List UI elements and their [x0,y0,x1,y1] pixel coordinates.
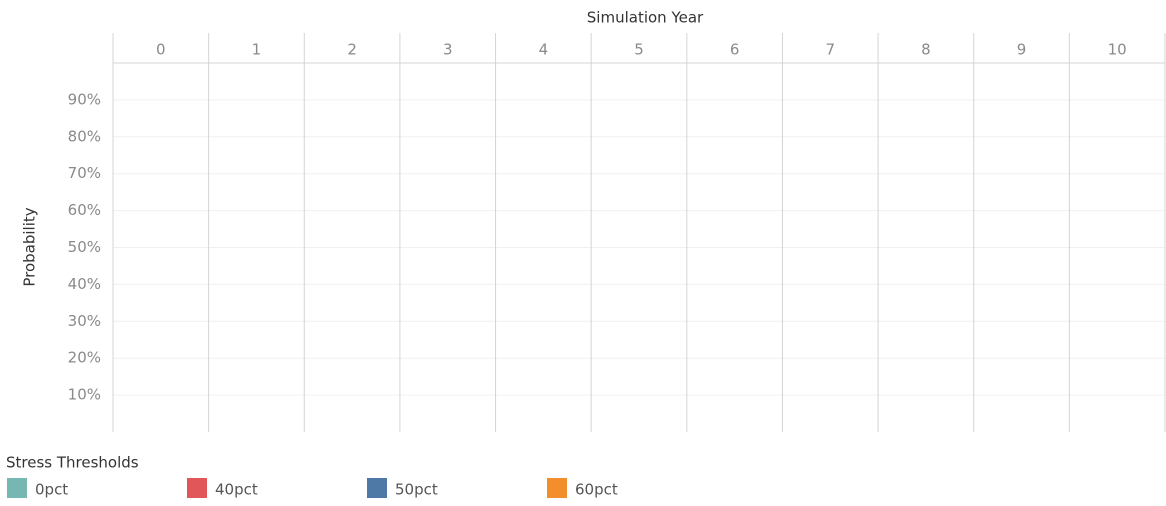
y-tick-label: 50% [68,238,101,256]
x-tick-label: 9 [1017,41,1027,59]
legend-swatch [547,478,567,498]
x-tick-label: 5 [634,41,644,59]
y-tick-label: 20% [68,349,101,367]
x-tick-label: 1 [252,41,262,59]
x-tick-label: 3 [443,41,453,59]
x-tick-label: 4 [539,41,549,59]
x-axis-title: Simulation Year [587,9,704,27]
x-tick-label: 7 [825,41,835,59]
legend-swatch [7,478,27,498]
x-tick-label: 6 [730,41,740,59]
y-tick-label: 40% [68,275,101,293]
legend-swatch [187,478,207,498]
x-tick-label: 2 [347,41,357,59]
legend-label: 0pct [35,481,68,499]
legend-label: 40pct [215,481,258,499]
legend-swatch [367,478,387,498]
x-tick-label: 8 [921,41,931,59]
y-tick-label: 90% [68,90,101,108]
y-tick-label: 30% [68,312,101,330]
y-axis-title: Probability [21,207,39,286]
x-tick-label: 10 [1108,41,1127,59]
y-tick-label: 60% [68,201,101,219]
y-tick-label: 70% [68,164,101,182]
legend-title: Stress Thresholds [6,454,139,472]
y-tick-label: 80% [68,127,101,145]
legend-label: 50pct [395,481,438,499]
x-tick-label: 0 [156,41,166,59]
y-tick-label: 10% [68,386,101,404]
legend-label: 60pct [575,481,618,499]
